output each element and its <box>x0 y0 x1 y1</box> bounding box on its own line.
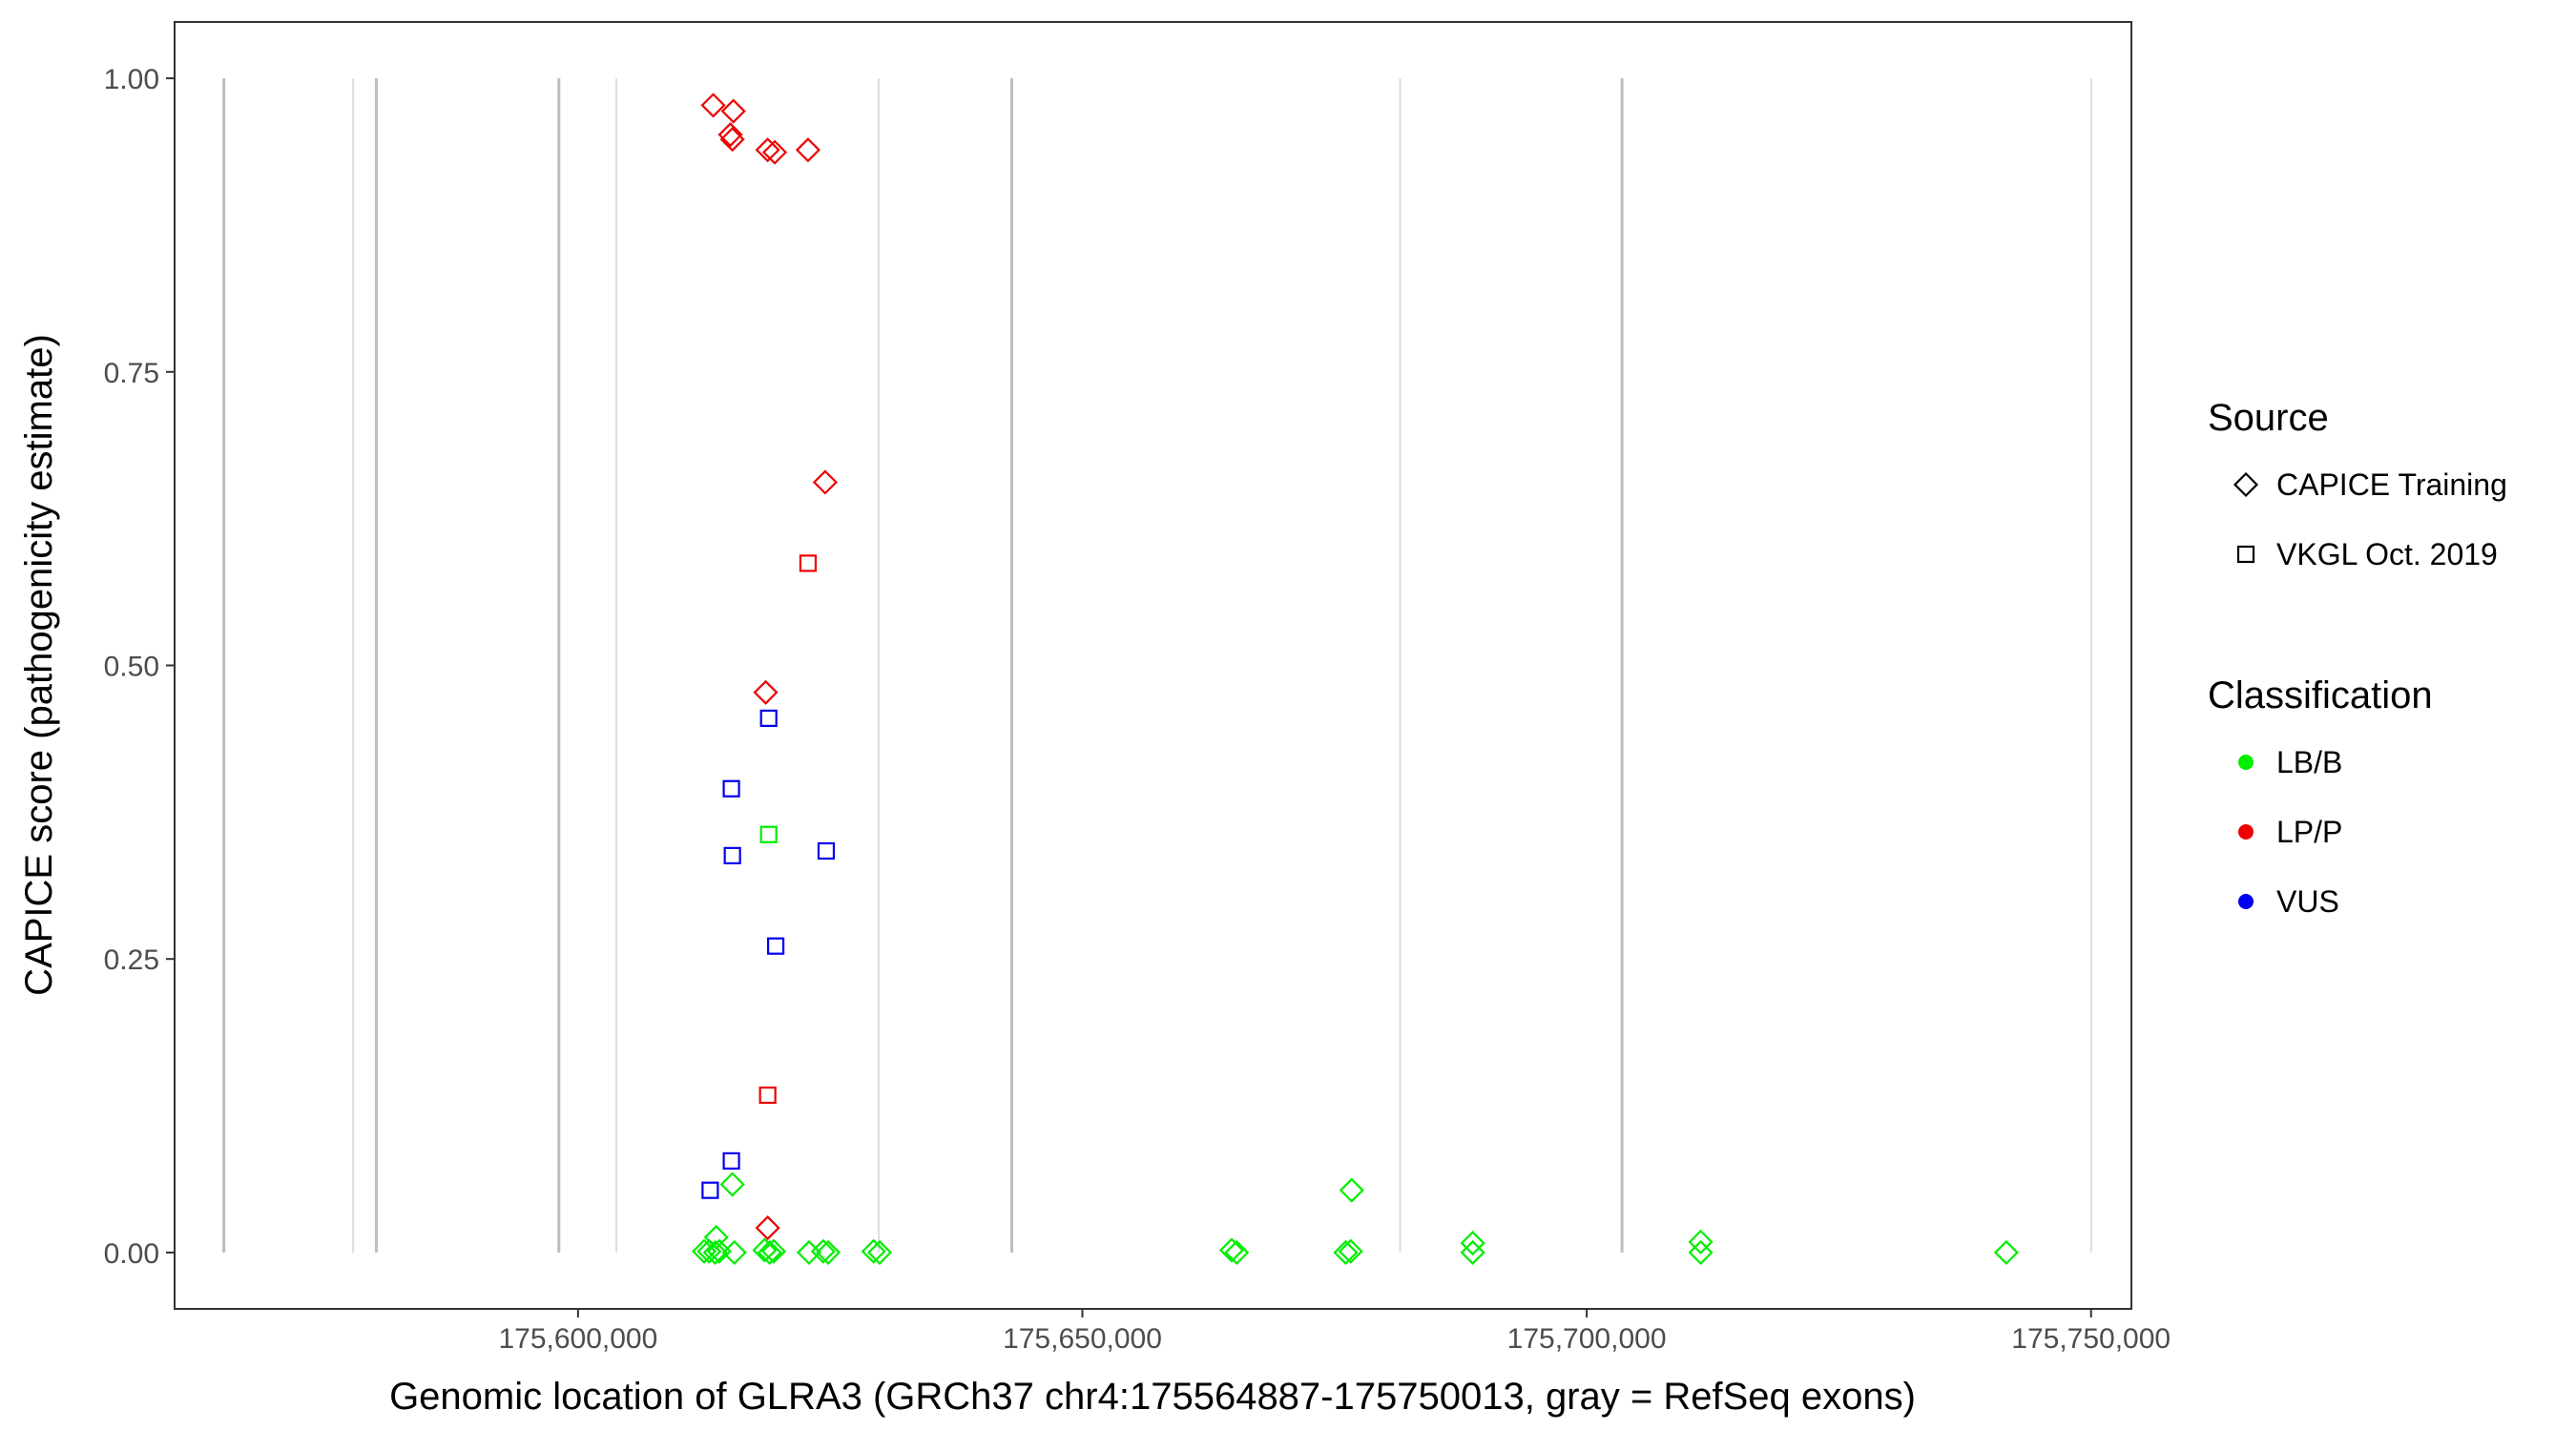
legend-key <box>2238 824 2254 840</box>
data-point <box>866 1239 893 1265</box>
x-tick-label: 175,600,000 <box>498 1323 657 1355</box>
data-point <box>752 1237 778 1263</box>
data-point <box>722 1151 740 1171</box>
data-point <box>700 93 726 118</box>
legend-label: VUS <box>2276 884 2339 919</box>
x-tick-label: 175,700,000 <box>1507 1323 1667 1355</box>
data-point <box>722 779 740 798</box>
data-point <box>757 1239 782 1265</box>
data-point <box>755 1215 780 1241</box>
data-point <box>702 1239 728 1265</box>
data-point <box>1688 1229 1714 1255</box>
legend-label: VKGL Oct. 2019 <box>2276 537 2498 571</box>
x-tick-label: 175,750,000 <box>2011 1323 2171 1355</box>
legend-key <box>2238 755 2254 770</box>
y-axis: 0.00 0.25 0.50 0.75 1.00 <box>104 64 175 1270</box>
data-point <box>759 825 778 843</box>
data-point <box>760 1238 787 1264</box>
legend-key <box>2233 471 2259 498</box>
data-point <box>817 841 836 861</box>
data-point <box>1218 1237 1245 1263</box>
data-point <box>1338 1238 1363 1264</box>
exon-lines <box>222 78 2092 1253</box>
y-tick-label: 1.00 <box>104 64 159 95</box>
data-point <box>719 1172 745 1197</box>
data-point <box>796 1239 822 1265</box>
data-point <box>1460 1239 1485 1265</box>
data-point <box>812 469 838 495</box>
data-point <box>696 1238 722 1264</box>
data-point <box>719 127 745 153</box>
y-axis-title: CAPICE score (pathogenicity estimate) <box>18 334 60 996</box>
data-point <box>753 679 779 705</box>
data-points <box>691 93 2019 1265</box>
data-point <box>758 1086 777 1105</box>
legend-title: Classification <box>2208 674 2433 716</box>
x-tick-label: 175,650,000 <box>1003 1323 1162 1355</box>
data-point <box>1993 1239 2019 1265</box>
data-point <box>795 137 821 163</box>
legend-key <box>2236 545 2255 564</box>
data-point <box>1339 1177 1364 1203</box>
legend-label: LB/B <box>2276 745 2342 779</box>
legend-classification: Classification LB/B LP/P VUS <box>2208 674 2433 919</box>
data-point <box>717 122 743 148</box>
data-point <box>706 1238 732 1264</box>
data-point <box>723 846 741 864</box>
legend-source: Source CAPICE Training VKGL Oct. 2019 <box>2208 397 2507 571</box>
data-point <box>759 709 778 727</box>
x-axis: 175,600,000 175,650,000 175,700,000 175,750… <box>498 1309 2171 1355</box>
y-tick-label: 0.75 <box>104 358 159 389</box>
data-point <box>816 1239 841 1265</box>
data-point <box>720 98 746 124</box>
data-point <box>721 1239 747 1265</box>
legend-key <box>2238 894 2254 909</box>
data-point <box>799 554 818 572</box>
data-point <box>761 139 788 165</box>
data-point <box>701 1181 719 1199</box>
data-point <box>810 1238 836 1264</box>
legend-title: Source <box>2208 397 2329 439</box>
legend-label: CAPICE Training <box>2276 467 2507 502</box>
y-tick-label: 0.00 <box>104 1238 159 1270</box>
data-point <box>861 1238 886 1264</box>
data-point <box>1224 1239 1250 1265</box>
data-point <box>755 137 780 163</box>
y-tick-label: 0.25 <box>104 944 159 976</box>
x-axis-title: Genomic location of GLRA3 (GRCh37 chr4:1… <box>389 1376 1916 1418</box>
y-tick-label: 0.50 <box>104 652 159 683</box>
legend-label: LP/P <box>2276 815 2342 849</box>
data-point <box>1688 1239 1714 1265</box>
data-point <box>1333 1239 1359 1265</box>
data-point <box>767 937 785 955</box>
data-point <box>1460 1231 1485 1256</box>
